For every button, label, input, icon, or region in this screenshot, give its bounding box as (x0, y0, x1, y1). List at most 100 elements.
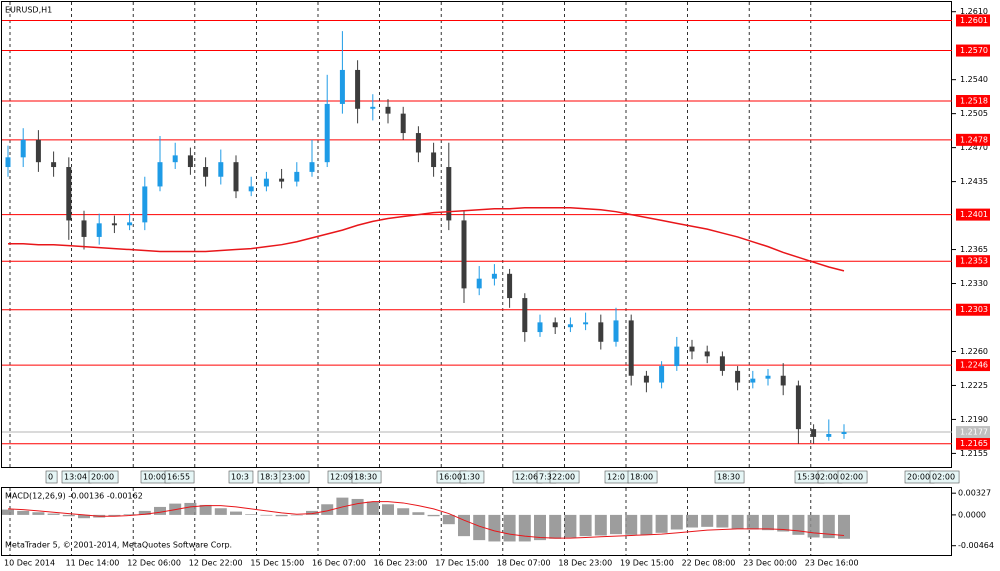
candle-body (415, 133, 421, 153)
trade-label: 12:06 (515, 473, 538, 482)
x-tick-label: 17 Dec 15:00 (435, 559, 489, 568)
trade-marker (351, 470, 382, 484)
trade-marker (714, 470, 745, 484)
macd-bar (594, 514, 607, 536)
candle-body (735, 370, 741, 383)
y-tick-label: 1.2610 (960, 7, 988, 16)
candle-body (187, 155, 193, 168)
candle-body (35, 139, 41, 163)
macd-bar (625, 514, 638, 535)
candle-body (400, 113, 406, 134)
candle-body (324, 103, 330, 163)
trade-marker (929, 470, 960, 484)
y-tick-label: 1.2540 (960, 75, 988, 84)
macd-bar (321, 504, 334, 515)
level-badge (956, 359, 990, 372)
y-tick-label: 1.2155 (960, 449, 988, 458)
macd-bar (442, 514, 455, 525)
candle-body (598, 322, 604, 342)
macd-bar (488, 514, 501, 542)
candle-body (841, 432, 847, 434)
trade-label: 10:00 (143, 473, 166, 482)
trade-label: 18:30 (354, 473, 377, 482)
trade-label: 16:00 (439, 473, 462, 482)
trade-marker (228, 470, 254, 484)
trade-marker (164, 470, 195, 484)
trade-marker (279, 470, 310, 484)
level-label: 1.2353 (960, 257, 988, 266)
candle-body (385, 106, 391, 114)
trade-marker (45, 470, 58, 484)
macd-bar (245, 514, 258, 515)
trade-marker (88, 470, 119, 484)
level-label: 1.2478 (960, 135, 988, 144)
macd-bar (275, 514, 288, 517)
macd-signal (7, 501, 845, 539)
candle-body (476, 278, 482, 289)
macd-bar (199, 504, 212, 515)
level-label: 1.2303 (960, 305, 988, 314)
trade-label: 2:00 (820, 473, 838, 482)
macd-bar (473, 514, 486, 541)
macd-bar (260, 514, 273, 516)
y-tick-label: 1.2470 (960, 143, 988, 152)
x-tick-label: 10 Dec 2014 (4, 559, 55, 568)
candle-body (659, 366, 665, 383)
candle-body (20, 139, 26, 158)
candle-body (811, 429, 817, 437)
grid-layer (2, 2, 960, 555)
candle-body (142, 186, 148, 223)
macd-bar (686, 514, 698, 528)
current-price-badge (956, 426, 990, 439)
level-badge (956, 437, 990, 450)
candle-body (765, 375, 771, 379)
trade-label: 18:30 (717, 473, 740, 482)
macd-bar (731, 514, 744, 529)
candle-body (339, 69, 345, 104)
level-badge (956, 95, 990, 108)
macd-title: MACD(12,26,9) -0.00136 -0.00162 (5, 492, 143, 501)
moving-average (8, 207, 845, 272)
level-label: 1.2518 (960, 97, 988, 106)
candle-body (96, 223, 102, 237)
candle-body (750, 378, 756, 383)
level-badge (956, 303, 990, 316)
macd-bar (427, 514, 440, 517)
candle-body (263, 178, 269, 187)
candle-body (689, 346, 695, 352)
candle-body (507, 273, 513, 299)
candle-body (294, 171, 300, 182)
macd-bar (564, 514, 577, 538)
candle-body (5, 157, 11, 168)
macd-bar (290, 514, 303, 516)
macd-bar (777, 514, 790, 532)
y-tick-label: 1.2225 (960, 381, 988, 390)
macd-bar (701, 514, 714, 527)
level-label: 1.2165 (960, 439, 988, 448)
macd-y-tick-label: 0.00327 (958, 489, 991, 498)
macd-bar (32, 512, 45, 515)
trade-label: 16:55 (167, 473, 190, 482)
macd-bar (306, 510, 318, 515)
macd-bar (412, 512, 425, 515)
y-tick-label: 1.2190 (960, 415, 988, 424)
trade-marker (549, 470, 580, 484)
candle-body (81, 220, 87, 237)
candle-body (826, 433, 832, 437)
price-panel (1, 1, 952, 468)
macd-bar (549, 514, 562, 539)
current-price-label: 1.2177 (960, 428, 988, 437)
y-tick-label: 1.2260 (960, 347, 988, 356)
candle-body (66, 167, 72, 221)
macd-bar (655, 514, 668, 533)
trade-label: 10:3 (231, 473, 249, 482)
trade-label: 12:0 (607, 473, 625, 482)
candle-body (370, 106, 376, 109)
trade-marker (627, 470, 658, 484)
macd-bar (640, 514, 653, 535)
candle-body (127, 222, 133, 226)
candle-body (431, 152, 437, 168)
candle-body (461, 220, 467, 289)
plot-layer: 0 13:04 20:00 10:00 16:55 10:3 18:3 23:00 12:09 1… (2, 31, 955, 542)
macd-bar (838, 514, 850, 539)
